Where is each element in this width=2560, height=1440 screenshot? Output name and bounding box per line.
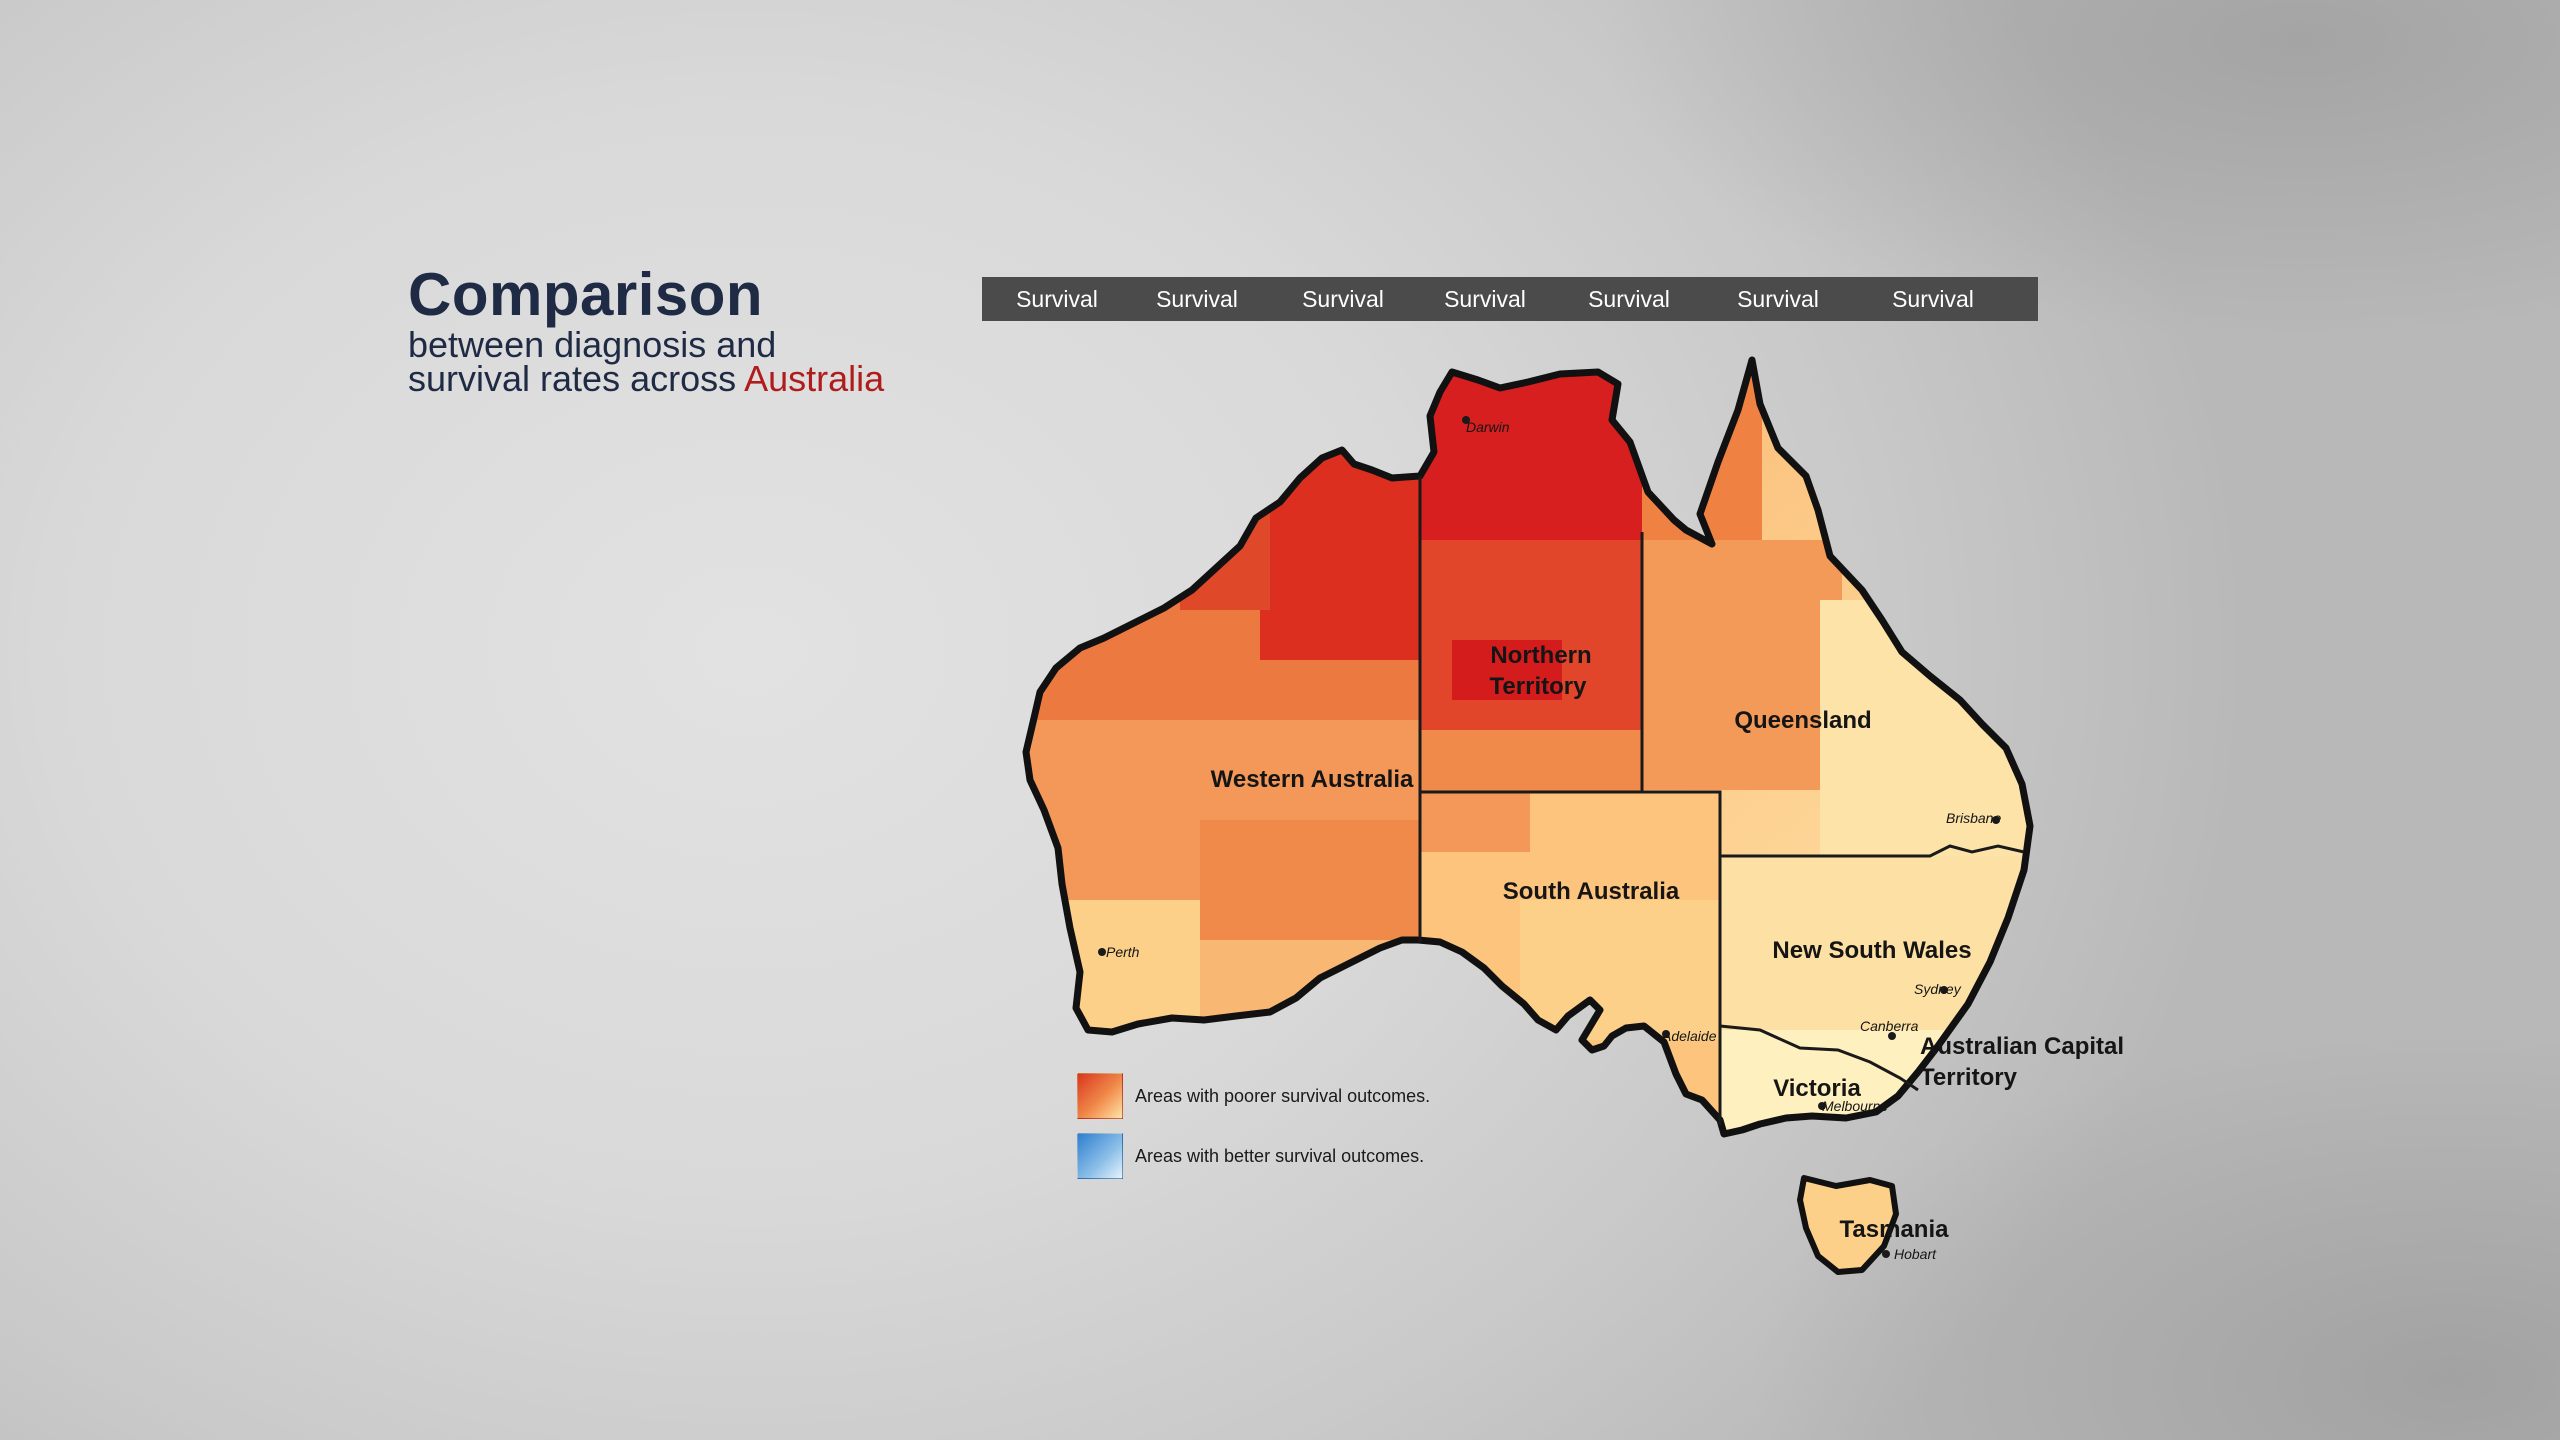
nt-top-end-fill — [1420, 360, 1642, 560]
city-perth: Perth — [1106, 944, 1140, 960]
choropleth-layer — [1026, 360, 2030, 1134]
legend-swatch-poor — [1077, 1073, 1123, 1119]
label-victoria: Victoria — [1773, 1075, 1861, 1102]
label-act-2: Territory — [1920, 1064, 2018, 1091]
canberra-dot — [1888, 1032, 1896, 1040]
label-act-1: Australian Capital — [1920, 1033, 2124, 1060]
label-queensland: Queensland — [1734, 707, 1871, 734]
label-western-australia: Western Australia — [1211, 766, 1414, 793]
hobart-dot — [1882, 1250, 1890, 1258]
page-subtitle-line1: between diagnosis and — [408, 324, 777, 365]
city-hobart: Hobart — [1894, 1246, 1937, 1262]
legend-label-poor: Areas with poorer survival outcomes. — [1135, 1085, 1431, 1106]
tab-survival-2[interactable]: Survival — [1156, 285, 1238, 312]
wa-goldfields-fill — [1200, 820, 1420, 940]
tab-survival-1[interactable]: Survival — [1016, 285, 1098, 312]
city-markers — [1098, 416, 2000, 1258]
tasmania-shape — [1797, 1175, 1899, 1275]
brisbane-dot — [1992, 816, 2000, 824]
label-northern-territory-1: Northern — [1490, 642, 1591, 669]
city-canberra: Canberra — [1860, 1018, 1919, 1034]
label-new-south-wales: New South Wales — [1772, 937, 1971, 964]
city-sydney: Sydney — [1914, 981, 1962, 997]
wa-kimberley-fill — [1260, 420, 1420, 660]
map-legend: Areas with poorer survival outcomes. Are… — [1077, 1073, 1430, 1193]
city-melbourne: Melbourne — [1822, 1098, 1888, 1114]
nt-central-fill — [1420, 540, 1642, 730]
legend-label-better: Areas with better survival outcomes. — [1135, 1145, 1425, 1166]
legend-item-poor: Areas with poorer survival outcomes. — [1077, 1073, 1430, 1119]
city-brisbane: Brisbane — [1946, 810, 2001, 826]
legend-swatch-better — [1077, 1133, 1123, 1179]
sa-south-fill — [1520, 900, 1720, 1040]
tab-survival-3[interactable]: Survival — [1302, 285, 1384, 312]
state-borders — [1418, 476, 2025, 1125]
legend-item-better: Areas with better survival outcomes. — [1077, 1133, 1430, 1179]
tab-survival-7[interactable]: Survival — [1892, 285, 1974, 312]
city-adelaide: Adelaide — [1661, 1028, 1717, 1044]
subtitle-accent: Australia — [744, 358, 885, 399]
wa-southwest-fill — [1026, 900, 1200, 1060]
melbourne-dot — [1818, 1102, 1826, 1110]
perth-dot — [1098, 948, 1106, 956]
city-darwin: Darwin — [1466, 419, 1510, 435]
page-title: Comparison — [408, 261, 764, 328]
survival-tab-bar: Survival Survival Survival Survival Surv… — [982, 277, 2038, 321]
qld-nsw-border — [1720, 844, 2025, 858]
title-block: Comparison between diagnosis and surviva… — [408, 261, 884, 397]
subtitle-prefix: survival rates across — [408, 358, 745, 399]
sydney-dot — [1940, 986, 1948, 994]
tab-survival-4[interactable]: Survival — [1444, 285, 1526, 312]
tab-survival-5[interactable]: Survival — [1588, 285, 1670, 312]
label-south-australia: South Australia — [1503, 878, 1680, 905]
darwin-dot — [1462, 416, 1470, 424]
nt-hotspot-fill — [1452, 640, 1562, 700]
page-subtitle-line2: survival rates across Australia — [408, 361, 884, 397]
qld-west-fill — [1642, 540, 1842, 790]
sa-northwest-fill — [1420, 792, 1530, 852]
tab-survival-6[interactable]: Survival — [1737, 285, 1819, 312]
label-northern-territory-2: Territory — [1490, 673, 1588, 700]
sa-border — [1420, 790, 1722, 1125]
label-tasmania: Tasmania — [1840, 1216, 1950, 1243]
nsw-vic-border — [1719, 1024, 1919, 1092]
adelaide-dot — [1662, 1030, 1670, 1038]
nt-south-fill — [1420, 730, 1642, 792]
